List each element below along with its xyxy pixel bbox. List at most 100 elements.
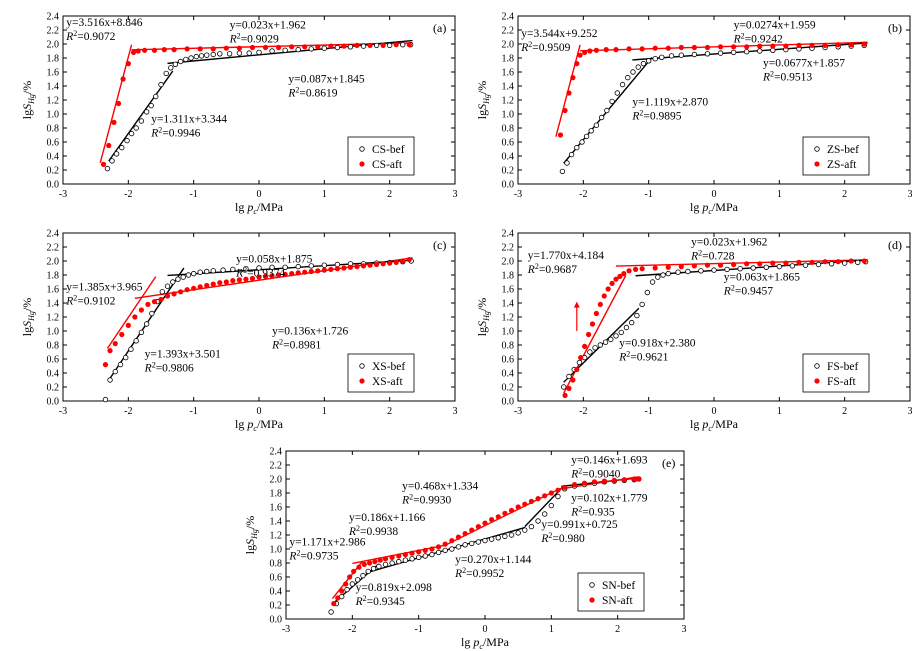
data-point-SN-bef: [535, 518, 541, 524]
data-point-XS-aft: [380, 261, 386, 267]
data-point-XS-aft: [145, 301, 151, 307]
y-tick-label: 2.4: [47, 229, 60, 240]
data-point-CS-bef: [168, 65, 174, 71]
x-tick-label: 2: [615, 624, 620, 635]
legend-box: [577, 572, 645, 612]
x-axis-label: lg pc/MPa: [235, 417, 284, 433]
data-point-SN-aft: [416, 549, 422, 555]
data-point-CS-aft: [328, 43, 334, 49]
data-point-XS-aft: [360, 263, 367, 269]
y-tick-label: 0.0: [47, 180, 60, 191]
fit-equation: y=1.119x+2.870: [632, 97, 708, 109]
y-tick-label: 0.6: [502, 355, 515, 366]
data-point-CS-bef: [334, 44, 341, 51]
x-tick-label: -2: [579, 406, 587, 417]
data-point-CS-aft: [151, 47, 158, 53]
data-point-CS-bef: [308, 46, 314, 52]
x-tick-label: 0: [712, 406, 717, 417]
data-point-ZS-bef: [730, 49, 737, 56]
data-point-FS-aft: [704, 262, 711, 268]
y-tick-label: 1.6: [502, 285, 515, 296]
y-tick-label: 2.0: [502, 40, 515, 51]
data-point-CS-bef: [113, 151, 120, 157]
y-tick-label: 0.0: [47, 397, 60, 408]
data-point-ZS-bef: [659, 54, 665, 60]
y-tick-label: 2.2: [270, 461, 283, 472]
data-point-FS-bef: [613, 333, 619, 339]
data-point-ZS-aft: [691, 44, 698, 51]
data-point-FS-bef: [644, 289, 651, 296]
fit-equation: y=0.270x+1.144: [455, 554, 531, 566]
data-point-ZS-bef: [635, 64, 641, 70]
y-tick-label: 0.2: [47, 166, 60, 177]
y-tick-label: 1.6: [47, 68, 60, 79]
data-point-ZS-aft: [639, 46, 645, 52]
data-point-FS-aft: [585, 331, 592, 338]
y-tick-label: 0.8: [270, 559, 283, 570]
fit-equation: y=0.023x+1.962: [691, 237, 767, 249]
data-point-SN-aft: [522, 501, 528, 507]
data-point-SN-bef: [365, 568, 371, 575]
data-point-ZS-bef: [691, 51, 698, 58]
data-point-XS-aft: [256, 274, 262, 280]
data-point-FS-bef: [566, 373, 572, 380]
data-point-SN-bef: [542, 511, 548, 517]
data-point-FS-aft: [574, 366, 580, 373]
data-point-SN-aft: [331, 601, 337, 607]
data-point-CS-aft: [161, 47, 167, 53]
data-point-SN-aft: [409, 550, 415, 556]
y-axis-label: lgSHg/%: [20, 81, 36, 119]
data-point-ZS-aft: [770, 43, 776, 49]
data-point-FS-bef: [649, 279, 656, 285]
data-point-XS-bef: [308, 263, 314, 269]
data-point-CS-bef: [172, 61, 179, 68]
data-point-XS-aft: [125, 322, 131, 328]
data-point-ZS-bef: [630, 69, 636, 75]
data-point-SN-bef: [502, 533, 508, 540]
data-point-CS-bef: [347, 44, 354, 50]
x-axis-label: lg pc/MPa: [461, 635, 510, 651]
data-point-CS-bef: [269, 48, 275, 54]
data-point-SN-aft: [631, 476, 637, 482]
data-point-FS-bef: [776, 263, 783, 270]
fit-r-squared: R2=0.9345: [355, 594, 405, 608]
data-point-ZS-aft: [861, 41, 867, 47]
data-point-XS-bef: [180, 274, 186, 280]
x-tick-label: 2: [842, 406, 847, 417]
data-point-FS-aft: [796, 259, 802, 265]
y-tick-label: 1.4: [47, 82, 60, 93]
data-point-FS-aft: [809, 259, 815, 265]
x-tick-label: -2: [348, 624, 356, 635]
data-point-ZS-bef: [583, 133, 590, 140]
data-point-SN-bef: [475, 539, 482, 545]
y-tick-label: 1.8: [47, 54, 60, 65]
data-point-XS-bef: [190, 270, 197, 277]
data-point-SN-bef: [515, 530, 521, 536]
fit-equation: y=1.393x+3.501: [145, 349, 221, 361]
y-tick-label: 2.0: [502, 257, 515, 268]
y-axis-label: lgSHg/%: [475, 298, 491, 336]
data-point-SN-aft: [562, 484, 568, 490]
data-point-SN-aft: [508, 507, 515, 514]
fit-r-squared: R2=0.9735: [288, 549, 338, 563]
data-point-ZS-bef: [640, 60, 647, 67]
x-tick-label: 1: [777, 189, 782, 200]
fit-r-squared: R2=0.9029: [229, 32, 279, 46]
legend-label-aft: XS-aft: [372, 376, 403, 388]
y-tick-label: 2.0: [47, 40, 60, 51]
y-tick-label: 0.4: [502, 152, 515, 163]
data-point-SN-aft: [389, 554, 395, 561]
data-point-XS-aft: [289, 271, 295, 277]
data-point-CS-aft: [393, 42, 399, 48]
data-point-ZS-aft: [652, 45, 658, 51]
y-tick-label: 0.0: [502, 180, 515, 191]
data-point-FS-aft: [601, 293, 607, 299]
data-point-FS-aft: [848, 258, 854, 264]
fit-r-squared: R2=0.9952: [454, 566, 504, 580]
data-point-FS-aft: [652, 265, 658, 271]
data-point-CS-bef: [104, 165, 111, 172]
data-point-CS-bef: [109, 158, 115, 164]
data-point-ZS-bef: [574, 144, 580, 151]
data-point-FS-aft: [562, 392, 568, 398]
x-tick-label: 3: [453, 189, 458, 200]
